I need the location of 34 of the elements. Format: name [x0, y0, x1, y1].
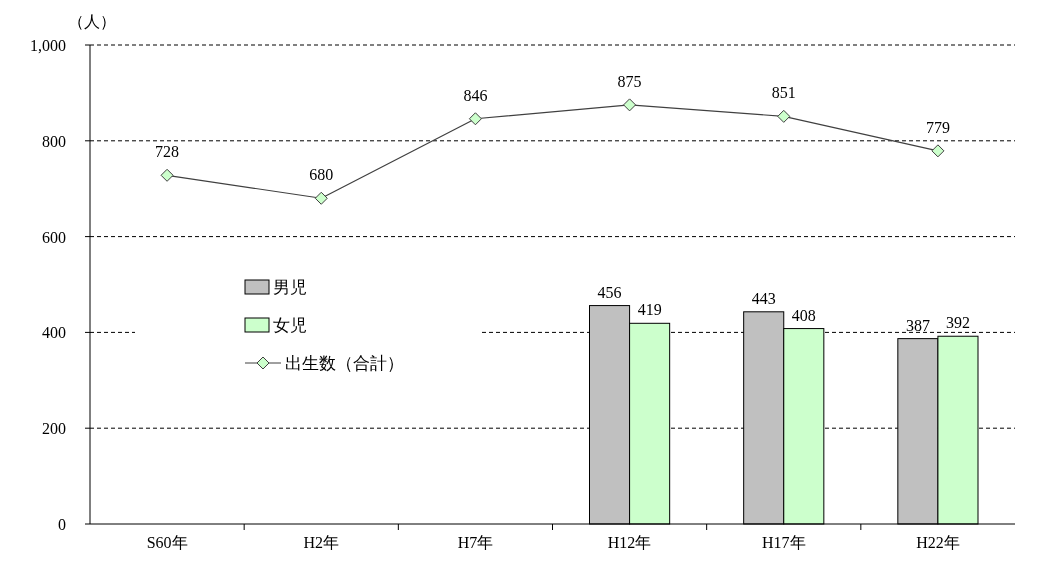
y-tick-label: 800	[42, 132, 66, 150]
data-label: 419	[637, 301, 662, 319]
x-tick-label: H17年	[761, 534, 806, 551]
legend-label: 出生数（合計）	[285, 354, 404, 373]
x-tick-label: H2年	[303, 534, 340, 551]
data-label: 851	[771, 84, 796, 102]
y-tick-label: 600	[42, 228, 66, 246]
x-tick-label: H12年	[607, 534, 652, 551]
y-axis-title: （人）	[68, 13, 116, 30]
point	[468, 112, 482, 126]
data-label: 779	[925, 118, 950, 136]
x-tick-label: H22年	[916, 534, 960, 551]
y-tick-label: 0	[58, 516, 66, 533]
y-tick-label: 1,000	[30, 37, 66, 54]
y-tick-label: 200	[42, 420, 66, 438]
point	[777, 109, 791, 123]
data-label: 875	[617, 72, 642, 90]
data-label: 392	[945, 314, 970, 332]
point	[160, 168, 174, 182]
legend-label: 男児	[273, 278, 307, 297]
y-tick-label: 400	[42, 324, 66, 342]
x-tick-label: H7年	[457, 534, 494, 551]
point	[314, 191, 328, 205]
data-label: 680	[309, 166, 334, 184]
point	[931, 144, 945, 158]
data-label: 443	[751, 289, 776, 307]
data-label: 846	[463, 86, 488, 104]
data-label: 456	[597, 283, 622, 301]
legend-label: 女児	[273, 316, 307, 335]
data-label: 387	[905, 316, 930, 334]
data-label: 408	[791, 306, 816, 324]
x-tick-label: S60年	[146, 534, 188, 551]
data-label: 728	[155, 143, 180, 161]
point	[623, 98, 637, 112]
